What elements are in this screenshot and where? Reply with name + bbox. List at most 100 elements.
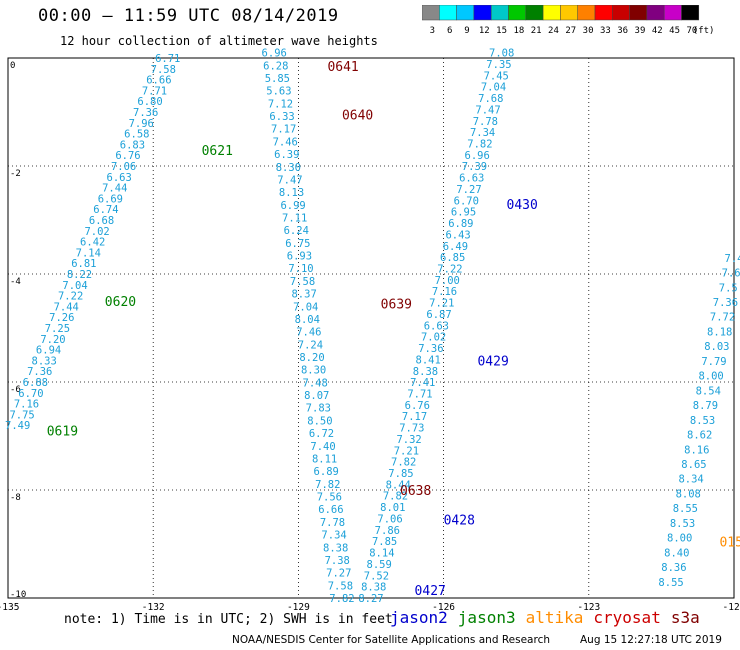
wave-height-value: 6.42 xyxy=(80,237,105,249)
wave-height-value: 6.80 xyxy=(137,96,162,108)
pass-label: 0428 xyxy=(444,514,475,529)
wave-height-value: 8.37 xyxy=(291,289,316,301)
wave-height-value: 6.69 xyxy=(98,193,123,205)
colorbar-label: 3 xyxy=(430,26,435,36)
wave-height-value: 7.11 xyxy=(282,212,307,224)
x-tick-label: -120 xyxy=(723,602,740,610)
y-tick-label: -8 xyxy=(10,493,21,503)
wave-height-value: 7.52 xyxy=(364,570,389,582)
wave-height-value: 8.08 xyxy=(676,488,701,500)
pass-label: 0638 xyxy=(400,484,431,499)
wave-height-value: 7.82 xyxy=(383,491,408,503)
pass-label: 0430 xyxy=(507,198,538,213)
wave-height-value: 7.58 xyxy=(328,580,353,592)
wave-height-value: 6.88 xyxy=(23,377,48,389)
wave-height-value: 7.58 xyxy=(151,64,176,76)
colorbar-label: 27 xyxy=(565,26,576,36)
wave-height-value: 6.33 xyxy=(269,111,294,123)
wave-height-value: 7.68 xyxy=(478,93,503,105)
wave-height-value: 8.01 xyxy=(380,502,405,514)
wave-height-value: 8.38 xyxy=(323,542,348,554)
wave-height-value: 7.48 xyxy=(303,377,328,389)
wave-height-value: 8.53 xyxy=(670,518,695,530)
wave-height-value: 7.82 xyxy=(467,139,492,151)
wave-height-value: 7.32 xyxy=(396,434,421,446)
wave-height-value: 7.47 xyxy=(277,174,302,186)
wave-height-value: 6.76 xyxy=(115,150,140,162)
y-tick-label: -10 xyxy=(10,590,26,600)
wave-height-value: 7.44 xyxy=(54,301,79,313)
wave-height-value: 7.21 xyxy=(429,298,454,310)
wave-height-value: 6.74 xyxy=(93,204,118,216)
pass-label: 0639 xyxy=(381,298,412,313)
wave-height-value: 7.44 xyxy=(102,183,127,195)
wave-height-value: 7.14 xyxy=(76,247,101,259)
wave-height-value: 8.50 xyxy=(307,415,332,427)
wave-height-value: 8.20 xyxy=(299,352,324,364)
colorbar-label: 21 xyxy=(531,26,542,36)
wave-height-value: 6.99 xyxy=(280,200,305,212)
pass-label: 0429 xyxy=(477,354,508,369)
x-tick-label: -123 xyxy=(577,602,600,610)
pass-label: 0640 xyxy=(342,109,373,124)
wave-height-value: 7.21 xyxy=(394,445,419,457)
colorbar-label: 15 xyxy=(496,26,507,36)
wave-height-value: 7.71 xyxy=(407,388,432,400)
wave-height-value: 6.43 xyxy=(445,229,470,241)
pass-label: 015 xyxy=(719,535,740,550)
wave-height-value: 6.85 xyxy=(440,252,465,264)
wave-height-value: 7.04 xyxy=(62,280,87,292)
colorbar-label: 6 xyxy=(447,26,452,36)
wave-height-value: 6.96 xyxy=(465,150,490,162)
wave-height-value: 7.20 xyxy=(40,334,65,346)
wave-height-value: 8.54 xyxy=(696,385,721,397)
wave-height-value: 8.59 xyxy=(367,559,392,571)
wave-height-value: 7.75 xyxy=(9,409,34,421)
wave-height-value: 7.34 xyxy=(321,530,346,542)
wave-height-value: 8.14 xyxy=(369,548,394,560)
wave-height-value: 7.17 xyxy=(402,411,427,423)
plot-area: -135 -132 -129 -126 -123 -120 0 -2 -4 -6 -8 -10 6.71… xyxy=(0,48,740,610)
wave-height-value: 7.82 xyxy=(391,457,416,469)
wave-height-value: 7.02 xyxy=(421,332,446,344)
colorbar-label: 18 xyxy=(513,26,524,36)
wave-height-value: 8.34 xyxy=(678,474,703,486)
x-tick-label: -132 xyxy=(142,602,165,610)
wave-height-value: 8.36 xyxy=(661,562,686,574)
credit-timestamp: Aug 15 12:27:18 UTC 2019 xyxy=(580,634,722,646)
satellite-legend: jason2 jason3 altika cryosat s3a xyxy=(390,608,710,627)
wave-height-value: 7.22 xyxy=(437,263,462,275)
satellite-jason3-label: jason3 xyxy=(457,608,516,627)
x-tick-label: -135 xyxy=(0,602,19,610)
satellite-cryosat-label: cryosat xyxy=(593,608,661,627)
wave-height-value: 7.78 xyxy=(473,116,498,128)
wave-height-value: 6.95 xyxy=(451,207,476,219)
wave-height-value: 7.5 xyxy=(719,282,738,294)
wave-height-value: 7.16 xyxy=(14,399,39,411)
pass-label: 0641 xyxy=(327,60,358,75)
colorbar-label: 36 xyxy=(617,26,628,36)
colorbar-label: 30 xyxy=(583,26,594,36)
wave-height-value: 8.55 xyxy=(673,503,698,515)
pass-label: 0427 xyxy=(415,584,446,599)
y-tick-label: 0 xyxy=(10,61,15,71)
wave-height-value: 7.82 xyxy=(315,479,340,491)
wave-height-value: 7.04 xyxy=(293,301,318,313)
pass-label: 0619 xyxy=(47,425,78,440)
wave-height-value: 7.36 xyxy=(418,343,443,355)
wave-height-value: 7.46 xyxy=(296,327,321,339)
wave-height-value: 8.55 xyxy=(658,577,683,589)
wave-height-value: 7.41 xyxy=(410,377,435,389)
wave-height-value: 6.76 xyxy=(405,400,430,412)
satellite-altika-label: altika xyxy=(525,608,584,627)
wave-height-value: 7.36 xyxy=(713,297,738,309)
wave-height-value: 8.79 xyxy=(693,400,718,412)
colorbar-label: 45 xyxy=(669,26,680,36)
wave-height-value: 7.25 xyxy=(45,323,70,335)
wave-height-value: 7.79 xyxy=(701,356,726,368)
satellite-jason2-label: jason2 xyxy=(390,608,448,627)
wave-height-value: 6.39 xyxy=(274,149,299,161)
wave-height-value: 7.45 xyxy=(484,70,509,82)
wave-height-value: 8.41 xyxy=(416,354,441,366)
wave-height-value: 6.93 xyxy=(287,251,312,263)
